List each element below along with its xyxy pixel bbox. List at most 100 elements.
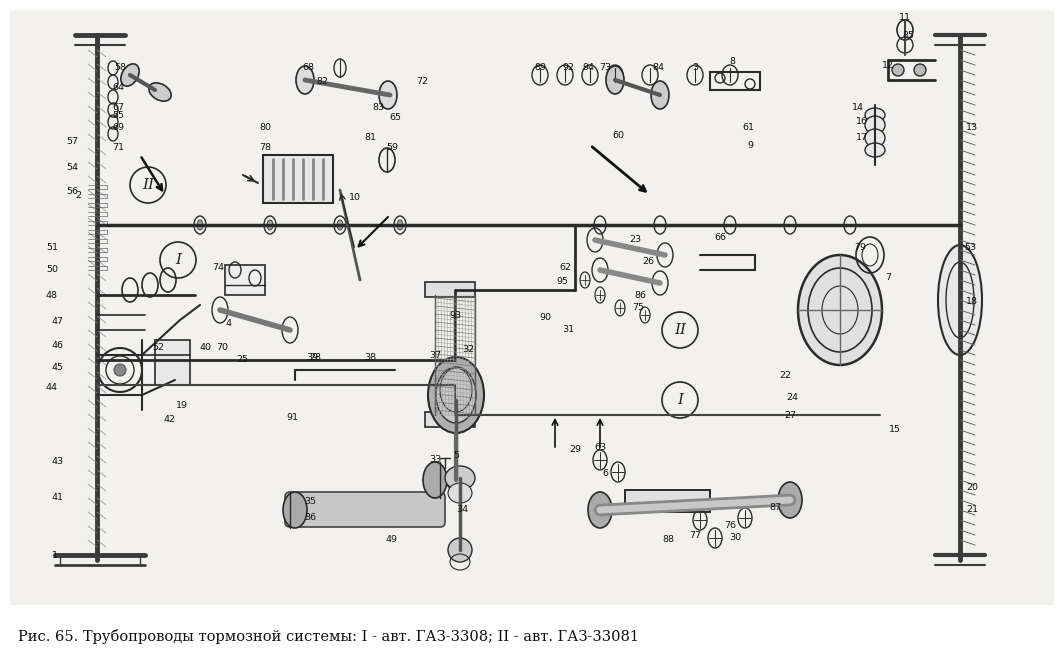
Ellipse shape — [606, 66, 624, 94]
Text: 44: 44 — [46, 384, 59, 392]
FancyBboxPatch shape — [285, 492, 445, 527]
Text: 81: 81 — [364, 134, 376, 142]
Text: 25: 25 — [236, 356, 248, 365]
Ellipse shape — [651, 81, 669, 109]
Ellipse shape — [448, 483, 472, 503]
Text: 57: 57 — [66, 138, 78, 146]
Text: 49: 49 — [386, 535, 398, 544]
Text: 69: 69 — [112, 123, 124, 133]
Text: 33: 33 — [429, 455, 442, 464]
Text: 2: 2 — [74, 190, 81, 199]
Ellipse shape — [197, 220, 203, 230]
Text: 14: 14 — [852, 104, 864, 112]
Text: 13: 13 — [966, 123, 978, 133]
Text: 30: 30 — [729, 533, 741, 543]
Text: 35: 35 — [304, 497, 316, 506]
Text: 23: 23 — [629, 236, 642, 245]
Text: 79: 79 — [854, 243, 866, 253]
Text: 34: 34 — [456, 506, 468, 514]
Ellipse shape — [283, 492, 307, 528]
Ellipse shape — [446, 470, 466, 490]
Text: 47: 47 — [52, 318, 64, 327]
Ellipse shape — [428, 357, 484, 433]
Text: 27: 27 — [784, 411, 796, 419]
Text: 65: 65 — [389, 113, 401, 123]
Text: 66: 66 — [714, 234, 726, 243]
Text: 36: 36 — [304, 514, 316, 522]
Text: 42: 42 — [164, 415, 176, 424]
Ellipse shape — [379, 81, 397, 109]
Text: 61: 61 — [742, 123, 754, 133]
Ellipse shape — [337, 220, 343, 230]
Text: 43: 43 — [52, 457, 64, 466]
Text: 58: 58 — [114, 64, 126, 73]
Text: 26: 26 — [642, 258, 654, 266]
Text: 52: 52 — [152, 344, 164, 352]
Text: 32: 32 — [462, 346, 475, 354]
Text: 5: 5 — [453, 451, 459, 461]
Text: 8: 8 — [729, 58, 735, 66]
Text: 3: 3 — [692, 64, 698, 73]
Text: 16: 16 — [857, 117, 868, 127]
Text: 21: 21 — [966, 506, 978, 514]
Bar — [625, 490, 710, 512]
Text: 11: 11 — [899, 14, 911, 22]
Text: 41: 41 — [52, 493, 64, 502]
Text: 9: 9 — [747, 140, 753, 150]
Text: 87: 87 — [769, 504, 781, 512]
Text: 95: 95 — [556, 277, 568, 287]
Ellipse shape — [798, 255, 882, 365]
Text: 51: 51 — [46, 243, 59, 253]
Text: 77: 77 — [689, 531, 701, 539]
Text: 75: 75 — [632, 304, 644, 312]
Text: 89: 89 — [534, 64, 546, 73]
Text: 67: 67 — [112, 104, 124, 112]
Text: 86: 86 — [634, 291, 646, 300]
Text: 48: 48 — [46, 291, 59, 300]
Text: 56: 56 — [66, 188, 78, 197]
Text: 62: 62 — [559, 264, 571, 272]
Text: 18: 18 — [966, 298, 978, 306]
Text: 68: 68 — [302, 64, 314, 73]
Text: 20: 20 — [966, 483, 978, 493]
Text: 6: 6 — [602, 470, 608, 478]
Bar — [155, 340, 190, 385]
Ellipse shape — [296, 66, 314, 94]
Ellipse shape — [436, 367, 476, 423]
Text: 39: 39 — [306, 354, 318, 363]
Ellipse shape — [121, 64, 139, 86]
Ellipse shape — [149, 83, 171, 101]
Ellipse shape — [588, 492, 612, 528]
Text: 82: 82 — [316, 77, 328, 87]
Text: 10: 10 — [349, 194, 361, 203]
Text: 53: 53 — [964, 243, 976, 253]
Text: 38: 38 — [364, 354, 376, 363]
Text: 60: 60 — [612, 131, 624, 140]
Bar — [425, 412, 475, 427]
Text: I: I — [677, 393, 683, 407]
Text: 28: 28 — [309, 354, 321, 363]
Text: 1: 1 — [52, 552, 59, 560]
Text: 83: 83 — [372, 104, 384, 112]
Text: 71: 71 — [112, 144, 124, 152]
Text: 22: 22 — [779, 371, 791, 380]
Text: 45: 45 — [52, 363, 64, 373]
Text: 76: 76 — [724, 520, 736, 529]
Text: 59: 59 — [386, 144, 398, 152]
Ellipse shape — [423, 462, 447, 498]
Ellipse shape — [114, 364, 126, 376]
Ellipse shape — [448, 538, 472, 562]
Text: 19: 19 — [176, 401, 188, 409]
Text: I: I — [174, 253, 181, 267]
Text: 15: 15 — [890, 426, 901, 434]
Ellipse shape — [778, 482, 802, 518]
Text: 93: 93 — [449, 310, 461, 319]
Text: 70: 70 — [216, 344, 228, 352]
Text: 94: 94 — [582, 64, 594, 73]
Ellipse shape — [914, 64, 926, 76]
Text: Рис. 65. Трубопроводы тормозной системы: I - авт. ГАЗ-3308; II - авт. ГАЗ-33081: Рис. 65. Трубопроводы тормозной системы:… — [18, 628, 639, 644]
Text: 73: 73 — [599, 64, 611, 73]
Text: II: II — [674, 323, 686, 337]
Bar — [425, 282, 475, 297]
Text: 7: 7 — [885, 274, 891, 283]
